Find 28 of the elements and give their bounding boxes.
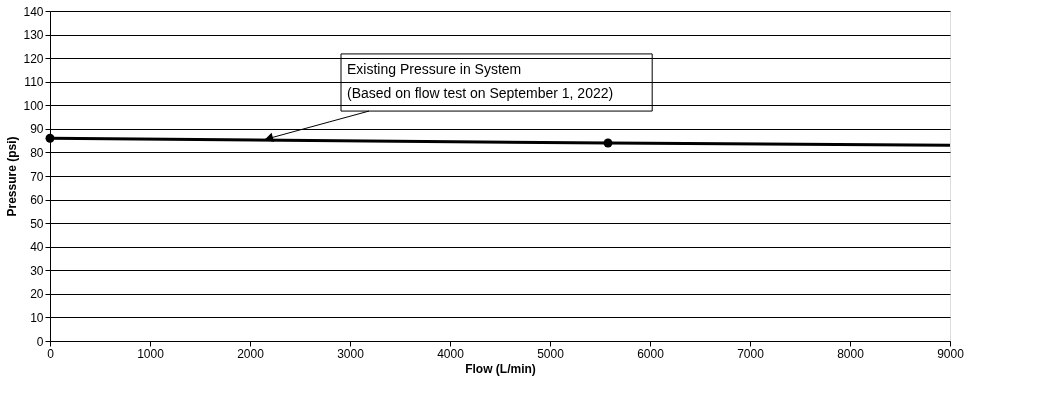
y-tick-label: 0: [36, 334, 44, 349]
y-tick-label: 30: [30, 263, 44, 278]
y-tick-label: 10: [30, 310, 44, 325]
y-tick-label: 40: [30, 240, 44, 255]
x-tick-label: 4000: [437, 346, 465, 361]
y-tick-label: 50: [30, 216, 44, 231]
x-tick-label: 5000: [537, 346, 565, 361]
x-tick-label: 9000: [937, 346, 965, 361]
y-axis-title: Pressure (psi): [5, 136, 20, 217]
y-tick-label: 140: [23, 4, 44, 19]
x-tick-label: 3000: [337, 346, 365, 361]
y-tick-label: 20: [30, 287, 44, 302]
y-tick-label: 60: [30, 193, 44, 208]
y-tick-label: 100: [23, 98, 44, 113]
y-tick-label: 70: [30, 169, 44, 184]
x-tick-label: 7000: [737, 346, 765, 361]
y-tick-label: 110: [24, 75, 44, 90]
x-tick-label: 0: [47, 346, 55, 361]
x-tick-label: 2000: [237, 346, 265, 361]
y-tick-label: 130: [23, 28, 44, 43]
x-tick-label: 6000: [637, 346, 665, 361]
y-tick-label: 80: [30, 145, 44, 160]
annotation: Existing Pressure in System (Based on flow test on September 1, 2022): [347, 60, 614, 101]
y-tick-label: 120: [23, 51, 44, 66]
x-tick-label: 1000: [137, 346, 165, 361]
x-tick-label: 8000: [837, 346, 865, 361]
y-tick-label: 90: [30, 122, 44, 137]
x-axis-title: Flow (L/min): [465, 361, 536, 376]
